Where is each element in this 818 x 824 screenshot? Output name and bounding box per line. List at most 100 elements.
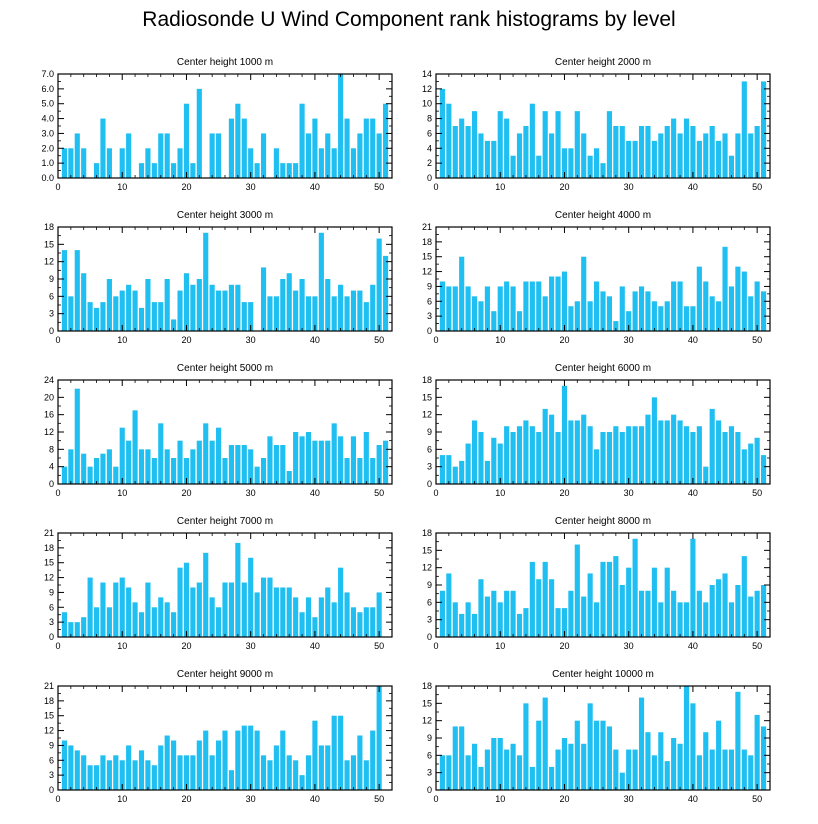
histogram-bar: [370, 730, 376, 790]
histogram-bar: [478, 766, 484, 790]
histogram-bar: [338, 436, 344, 484]
histogram-bar: [318, 745, 324, 790]
x-tick-label: 50: [374, 182, 384, 192]
histogram-bar: [280, 587, 286, 637]
histogram-bar: [658, 306, 664, 331]
histogram-bar: [741, 749, 747, 790]
histogram-bar: [93, 163, 100, 178]
x-tick-label: 30: [624, 641, 634, 651]
y-tick-label: 15: [44, 711, 54, 721]
histogram-bar: [581, 133, 587, 178]
histogram-bar: [555, 608, 561, 637]
histogram-bar: [761, 585, 767, 637]
y-tick-label: 18: [422, 375, 432, 385]
histogram-bar: [106, 760, 112, 790]
histogram-bar: [248, 557, 254, 637]
y-tick-label: 0.0: [41, 173, 54, 183]
histogram-bar: [299, 279, 305, 331]
histogram-bar: [273, 296, 279, 331]
histogram-bar: [722, 749, 728, 790]
histogram-bar: [619, 585, 625, 637]
histogram-bar: [344, 296, 350, 331]
histogram-bar: [132, 760, 138, 790]
histogram-bar: [690, 126, 696, 178]
histogram-bar: [203, 423, 209, 484]
histogram-bar: [305, 432, 312, 484]
histogram-bar: [299, 612, 305, 637]
histogram-bar: [549, 133, 555, 178]
histogram-bar: [260, 458, 267, 484]
histogram-bar: [754, 714, 760, 790]
y-tick-label: 6: [427, 128, 432, 138]
histogram-bar: [158, 133, 164, 178]
x-tick-label: 40: [310, 335, 320, 345]
histogram-bar: [677, 281, 683, 331]
histogram-bar: [484, 286, 490, 331]
x-tick-label: 40: [688, 641, 698, 651]
x-tick-label: 10: [117, 182, 127, 192]
y-tick-label: 15: [422, 545, 432, 555]
histogram-bar: [151, 765, 157, 790]
histogram-bar: [158, 597, 164, 637]
histogram-bar: [209, 133, 215, 178]
x-tick-label: 10: [495, 794, 505, 804]
y-tick-label: 0: [427, 785, 432, 795]
histogram-bar: [465, 286, 471, 331]
histogram-bar: [594, 602, 600, 637]
histogram-bar: [248, 302, 254, 331]
y-tick-label: 15: [44, 239, 54, 249]
histogram-bar: [344, 118, 350, 178]
y-tick-label: 9: [49, 274, 54, 284]
histogram-bar: [132, 410, 138, 484]
histogram-bar: [529, 766, 535, 790]
histogram-bar: [106, 279, 112, 331]
histogram-bar: [376, 686, 382, 790]
histogram-bar: [286, 471, 292, 484]
histogram-bar: [280, 730, 286, 790]
histogram-bar: [452, 126, 458, 178]
histogram-bar: [664, 567, 670, 637]
histogram-bar: [491, 140, 497, 178]
histogram-bar: [235, 284, 241, 331]
histogram-bar: [606, 111, 612, 178]
histogram-bar: [68, 296, 74, 331]
y-tick-label: 8: [49, 444, 54, 454]
histogram-bar: [235, 542, 241, 637]
histogram-bar: [561, 385, 568, 484]
histogram-bar: [606, 726, 612, 790]
histogram-bar: [203, 552, 209, 637]
histogram-bar: [190, 163, 196, 178]
histogram-bar: [260, 577, 267, 637]
histogram-bar: [363, 432, 369, 484]
histogram-bar: [722, 432, 728, 484]
histogram-bar: [273, 148, 279, 178]
y-tick-label: 5.0: [41, 99, 54, 109]
y-tick-label: 0: [49, 479, 54, 489]
histogram-bar: [376, 445, 382, 484]
histogram-bar: [331, 296, 337, 331]
histogram-bar: [728, 426, 735, 484]
histogram-bar: [561, 608, 568, 637]
histogram-bar: [677, 420, 683, 484]
histogram-bar: [177, 440, 183, 484]
histogram-bar: [280, 163, 286, 178]
x-tick-label: 40: [688, 488, 698, 498]
y-tick-label: 18: [422, 528, 432, 538]
x-tick-label: 50: [374, 641, 384, 651]
histogram-bar: [383, 440, 389, 484]
histogram-bar: [638, 126, 645, 178]
histogram-bar: [452, 602, 458, 637]
histogram-bar: [549, 579, 555, 637]
y-tick-label: 4: [49, 462, 54, 472]
histogram-bar: [81, 755, 87, 790]
y-tick-label: 9: [427, 580, 432, 590]
histogram-bar: [516, 311, 523, 331]
y-tick-label: 3: [49, 770, 54, 780]
histogram-bar: [338, 284, 344, 331]
histogram-bar: [293, 163, 299, 178]
histogram-bar: [171, 740, 177, 790]
histogram-bar: [138, 307, 145, 331]
histogram-bar: [709, 408, 715, 484]
x-tick-label: 0: [433, 794, 438, 804]
